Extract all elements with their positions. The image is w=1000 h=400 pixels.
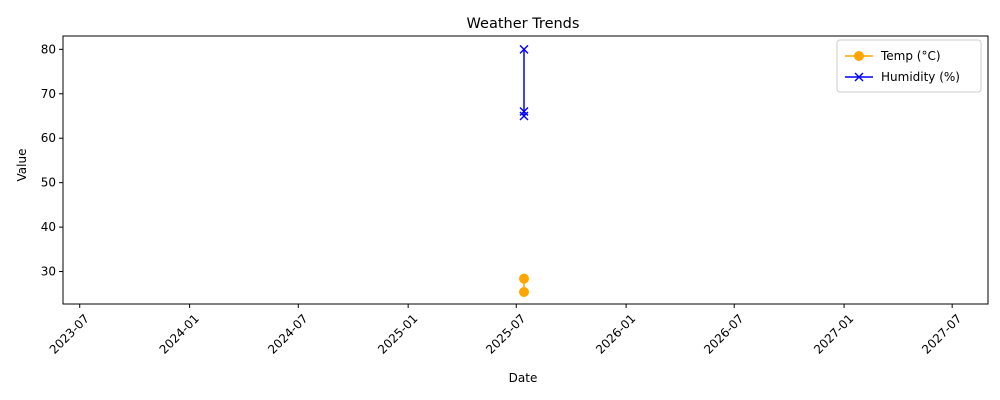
legend-marker <box>854 72 864 82</box>
legend: Temp (°C) Humidity (%) <box>836 39 982 93</box>
legend-label: Humidity (%) <box>881 70 960 84</box>
legend-item: Humidity (%) <box>845 70 960 84</box>
legend-box <box>836 39 982 93</box>
x-axis-label: Date <box>509 371 538 385</box>
marker-x-stroke <box>519 44 529 54</box>
y-axis-label: Value <box>15 149 29 182</box>
data-point <box>519 111 529 121</box>
data-point <box>519 44 529 54</box>
axes-frame <box>62 35 989 305</box>
y-tick-label: 70 <box>41 87 56 101</box>
y-tick-label: 50 <box>41 176 56 190</box>
series-temp-c <box>519 273 530 297</box>
legend-item: Temp (°C) <box>845 49 941 63</box>
marker-x-stroke <box>854 72 864 82</box>
marker-x-stroke <box>519 111 529 121</box>
y-tick-label: 60 <box>41 131 56 145</box>
chart-title: Weather Trends <box>467 16 580 32</box>
data-point <box>519 273 530 284</box>
y-tick-label: 30 <box>41 265 56 279</box>
y-tick-label: 80 <box>41 42 56 56</box>
y-tick-label: 40 <box>41 220 56 234</box>
series-humidity <box>519 44 529 121</box>
legend-label: Temp (°C) <box>880 49 941 63</box>
legend-marker <box>854 51 864 61</box>
data-point <box>519 287 530 297</box>
